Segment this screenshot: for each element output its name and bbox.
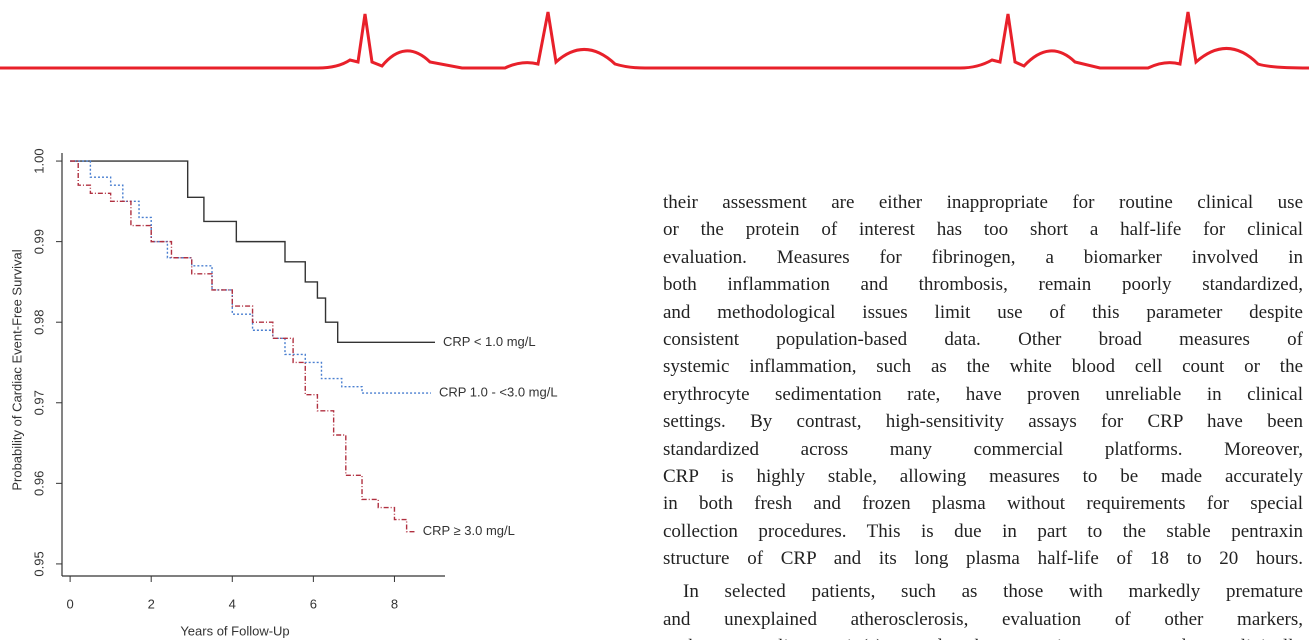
x-tick-label: 8 [391, 596, 398, 611]
text-line: both inflammation and thrombosis, remain… [663, 274, 1303, 296]
y-tick-label: 1.00 [31, 148, 46, 173]
text-line: and unexplained atherosclerosis, evaluat… [663, 608, 1303, 630]
x-tick-label: 0 [66, 596, 73, 611]
text-line: settings. By contrast, high-sensitivity … [663, 411, 1303, 433]
text-line: erythrocyte sedimentation rate, have pro… [663, 383, 1303, 405]
text-line: such as lipoprotein(a) and homocysteine,… [663, 633, 1303, 640]
x-tick-label: 4 [229, 596, 236, 611]
text-line: or the protein of interest has too short… [663, 219, 1303, 241]
text-line: their assessment are either inappropriat… [663, 192, 1303, 213]
paragraph: their assessment are either inappropriat… [663, 189, 1303, 572]
survival-line [70, 160, 435, 344]
y-tick-label: 0.97 [31, 390, 46, 415]
series-label: CRP ≥ 3.0 mg/L [423, 523, 515, 538]
text-line: in both fresh and frozen plasma without … [663, 493, 1303, 515]
text-line: collection procedures. This is due in pa… [663, 520, 1303, 542]
x-tick-label: 6 [310, 596, 317, 611]
survival-line [70, 160, 415, 533]
x-axis-title: Years of Follow-Up [180, 623, 289, 638]
text-line: structure of CRP and its long plasma hal… [663, 548, 1303, 570]
y-tick-label: 0.96 [31, 471, 46, 496]
y-axis-title: Probability of Cardiac Event-Free Surviv… [9, 249, 24, 490]
body-text: their assessment are either inappropriat… [663, 189, 1303, 640]
text-line: systemic inflammation, such as the white… [663, 356, 1303, 378]
series-label: CRP < 1.0 mg/L [443, 334, 536, 349]
text-line: and methodological issues limit use of t… [663, 301, 1303, 323]
text-line: standardized across many commercial plat… [663, 438, 1303, 460]
survival-line [70, 160, 431, 394]
text-line: evaluation. Measures for fibrinogen, a b… [663, 246, 1303, 268]
text-line: consistent population-based data. Other … [663, 328, 1303, 350]
header-ecg-line [0, 11, 1309, 70]
paragraph: In selected patients, such as those with… [663, 578, 1303, 640]
text-line: In selected patients, such as those with… [683, 581, 1303, 603]
y-tick-label: 0.98 [31, 310, 46, 335]
y-tick-label: 0.99 [31, 229, 46, 254]
x-tick-label: 2 [148, 596, 155, 611]
y-tick-label: 0.95 [31, 551, 46, 576]
text-line: CRP is highly stable, allowing measures … [663, 465, 1303, 487]
series-label: CRP 1.0 - <3.0 mg/L [439, 385, 558, 400]
